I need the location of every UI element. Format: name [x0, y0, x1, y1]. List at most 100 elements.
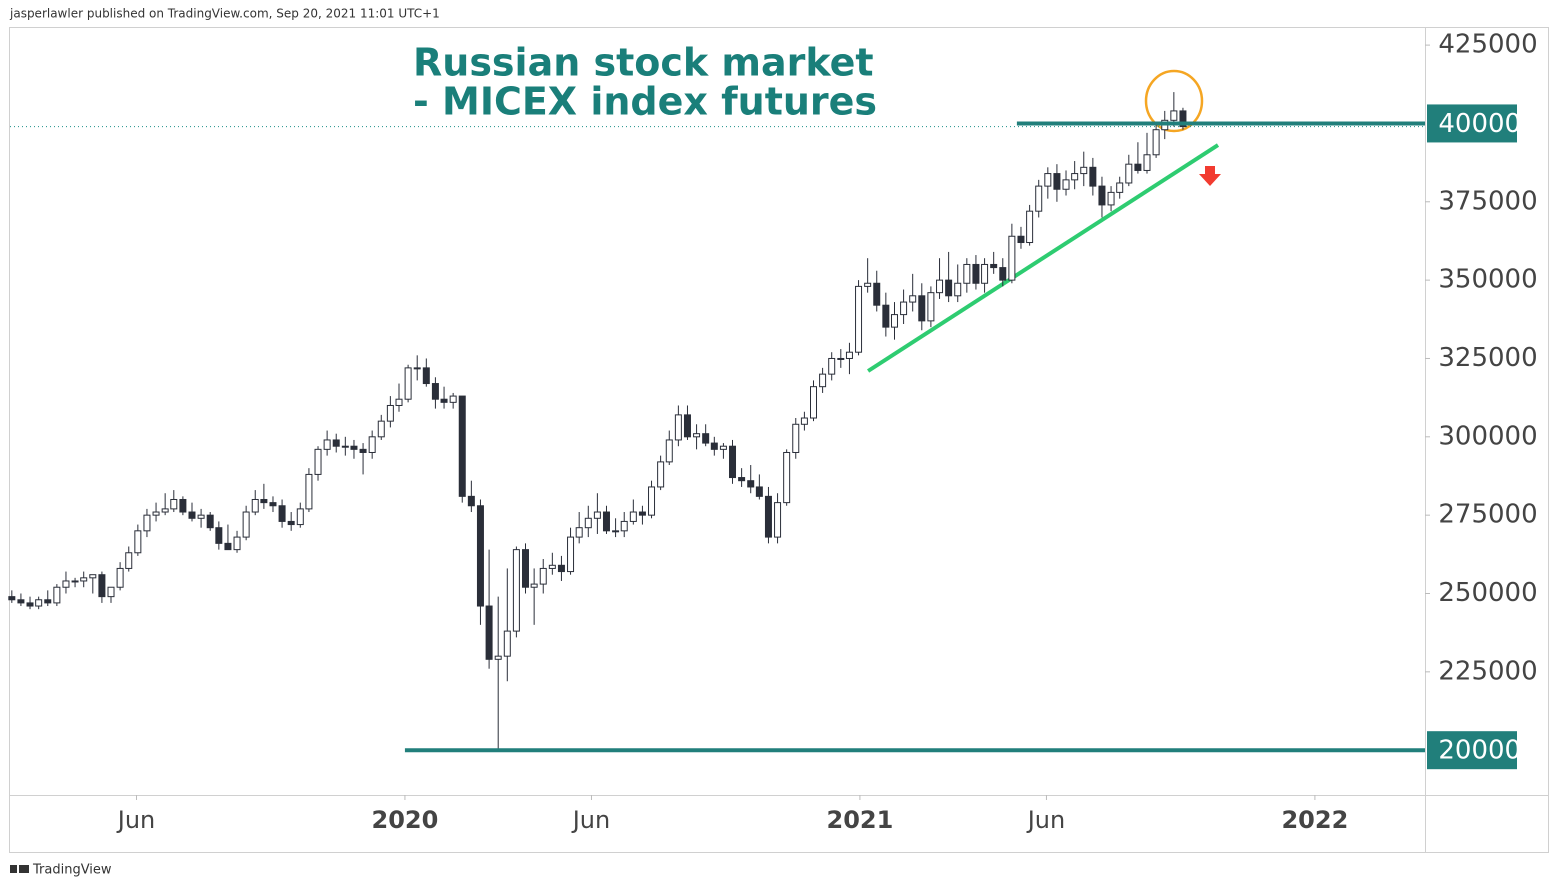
- candle-body: [170, 498, 178, 510]
- candle-body: [422, 367, 430, 385]
- candle-body: [233, 536, 241, 551]
- candle-body: [710, 442, 718, 450]
- candle-body: [269, 502, 277, 507]
- candle-body: [332, 439, 340, 447]
- candle-body: [521, 549, 529, 588]
- candle-body: [278, 505, 286, 522]
- candle-body: [179, 498, 187, 513]
- candle-body: [242, 511, 250, 538]
- candle-body: [638, 511, 646, 516]
- candle-body: [755, 486, 763, 497]
- candle-body: [719, 445, 727, 450]
- y-tick-label: 325000: [1438, 343, 1537, 373]
- candle-body: [1089, 166, 1097, 187]
- level-label: 200000: [1438, 736, 1537, 766]
- candle-body: [909, 295, 917, 303]
- candle-body: [476, 505, 484, 607]
- candle-body: [296, 508, 304, 526]
- candle-body: [503, 630, 511, 657]
- candle-body: [864, 282, 872, 287]
- candle-body: [8, 596, 16, 601]
- candle-body: [305, 473, 313, 510]
- candle-body: [17, 599, 25, 604]
- candle-body: [657, 461, 665, 488]
- candle-body: [1152, 129, 1160, 156]
- candle-body: [828, 357, 836, 375]
- candle-body: [539, 567, 547, 585]
- candle-body: [845, 351, 853, 359]
- candle-body: [1008, 235, 1016, 281]
- y-tick-label: 225000: [1438, 656, 1537, 686]
- candle-body: [116, 567, 124, 588]
- candle-body: [927, 292, 935, 322]
- candle-body: [557, 564, 565, 573]
- x-tick-label: 2021: [827, 806, 894, 834]
- candle-body: [350, 445, 358, 450]
- candle-body: [593, 511, 601, 519]
- candle-body: [1179, 110, 1187, 128]
- candle-body: [764, 495, 772, 538]
- frame: [9, 27, 1549, 853]
- candle-body: [467, 495, 475, 507]
- candle-body: [648, 486, 656, 516]
- level-box: [1427, 104, 1517, 143]
- candle-body: [981, 263, 989, 284]
- candle-body: [35, 599, 43, 607]
- candle-body: [1062, 179, 1070, 190]
- candle-body: [188, 511, 196, 519]
- candle-body: [251, 498, 259, 513]
- candle-body: [323, 439, 331, 450]
- footer: TradingView: [32, 863, 112, 878]
- candle-body: [80, 577, 88, 582]
- candle-body: [738, 477, 746, 482]
- title-line: Russian stock market: [413, 41, 874, 85]
- level-box: [1427, 731, 1517, 770]
- candle-body: [161, 508, 169, 513]
- candle-body: [837, 357, 845, 360]
- candle-body: [62, 580, 70, 588]
- candle-body: [152, 511, 160, 516]
- candle-body: [674, 414, 682, 441]
- candle-body: [125, 552, 133, 569]
- candle-body: [206, 514, 214, 529]
- candle-body: [53, 586, 61, 604]
- header: jasperlawler published on TradingView.co…: [9, 7, 440, 21]
- candle-body: [999, 267, 1007, 281]
- x-tick-label: Jun: [1026, 806, 1066, 834]
- highlight-ellipse: [1144, 69, 1204, 133]
- candle-body: [404, 367, 412, 400]
- candle-body: [783, 451, 791, 504]
- candle-body: [1098, 185, 1106, 206]
- candle-body: [1080, 166, 1088, 175]
- candle-body: [413, 367, 421, 370]
- candle-body: [1134, 163, 1142, 171]
- x-tick-label: Jun: [116, 806, 156, 834]
- candle-body: [810, 386, 818, 419]
- candle-body: [567, 536, 575, 573]
- candle-body: [530, 583, 538, 588]
- y-tick-label: 275000: [1438, 500, 1537, 530]
- y-tick-label: 350000: [1438, 265, 1537, 295]
- candle-body: [945, 279, 953, 297]
- candle-body: [693, 433, 701, 438]
- candle-body: [44, 599, 52, 604]
- candle-body: [89, 574, 97, 579]
- candle-body: [1017, 235, 1025, 244]
- candle-body: [494, 655, 502, 660]
- candle-body: [855, 285, 863, 353]
- candle-body: [395, 398, 403, 406]
- candle-body: [386, 404, 394, 422]
- candle-body: [918, 295, 926, 322]
- candle-body: [143, 514, 151, 532]
- candle-body: [287, 520, 295, 526]
- trendline: [867, 143, 1220, 373]
- level-label: 400000: [1438, 109, 1537, 139]
- candle-body: [1053, 173, 1061, 190]
- y-tick-label: 425000: [1438, 30, 1537, 60]
- candle-body: [629, 511, 637, 522]
- candle-body: [683, 414, 691, 438]
- x-tick-label: 2022: [1281, 806, 1348, 834]
- candle-body: [440, 398, 448, 403]
